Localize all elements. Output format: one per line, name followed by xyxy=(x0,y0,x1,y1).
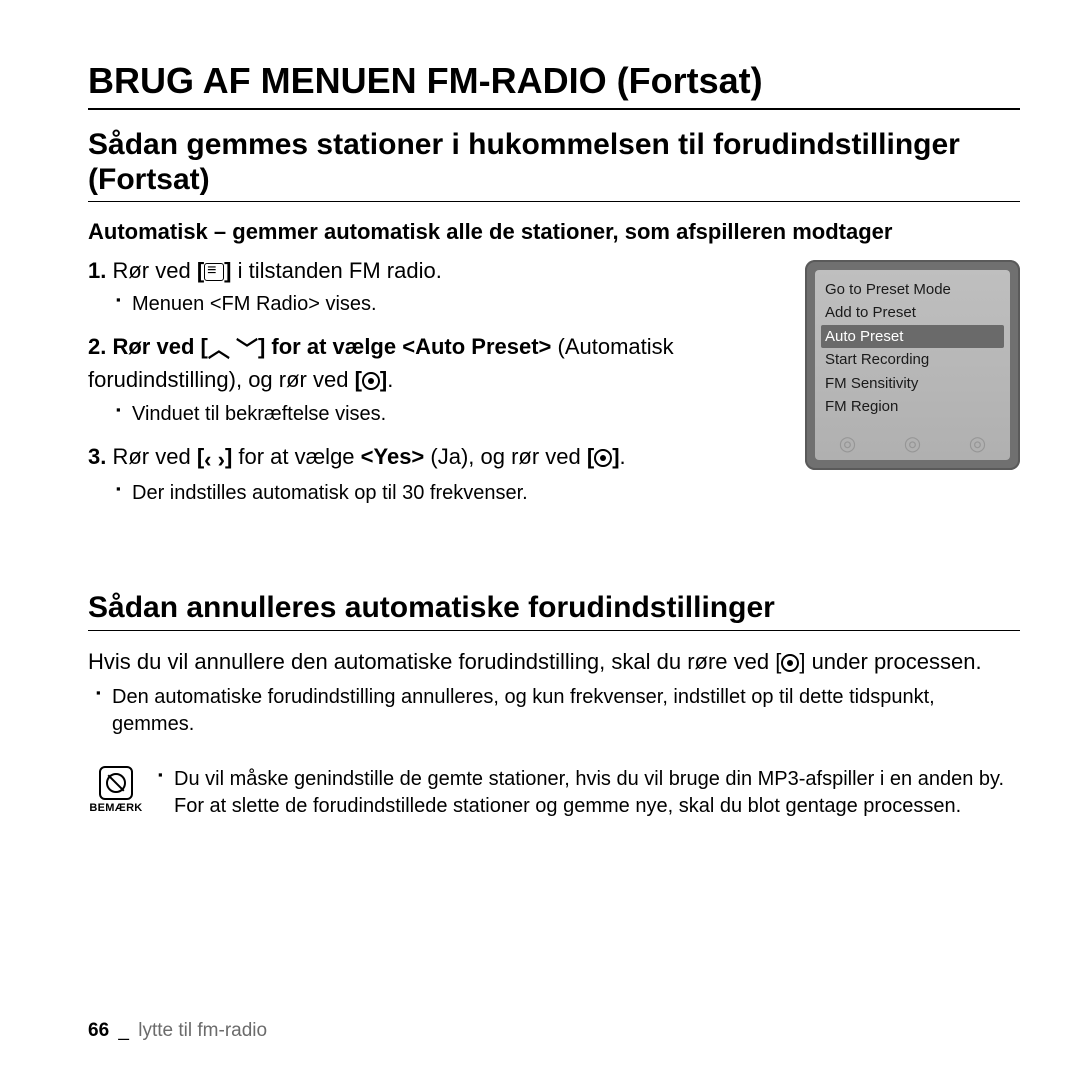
step-3-end: . xyxy=(620,444,626,469)
bracket-close-3b: ] xyxy=(612,444,619,469)
cancel-sub: Den automatiske forudindstilling annulle… xyxy=(96,684,1020,738)
footer-circle-2: ◎ xyxy=(904,431,921,456)
device-screen: Go to Preset ModeAdd to PresetAuto Prese… xyxy=(815,270,1010,460)
ok-icon-2 xyxy=(594,449,612,467)
page-title: BRUG AF MENUEN FM-RADIO (Fortsat) xyxy=(88,60,1020,110)
subhead: Automatisk – gemmer automatisk alle de s… xyxy=(88,218,1020,246)
page-number: 66 xyxy=(88,1020,109,1041)
device-menu-item: FM Region xyxy=(821,395,1004,419)
device-menu-item: Start Recording xyxy=(821,348,1004,372)
step-2-num: 2. xyxy=(88,334,106,359)
cancel-para: Hvis du vil annullere den automatiske fo… xyxy=(88,647,1020,677)
step-3-pre: Rør ved xyxy=(112,444,196,469)
step-2-sub: Vinduet til bekræftelse vises. xyxy=(116,401,783,428)
footer-sep: _ xyxy=(118,1020,129,1041)
bracket-open: [ xyxy=(197,258,204,283)
cancel-para-post: ] under processen. xyxy=(799,649,981,674)
device-footer-icons: ◎ ◎ ◎ xyxy=(815,431,1010,456)
device-menu-item: Add to Preset xyxy=(821,301,1004,325)
bracket-open-3a: [ xyxy=(197,444,204,469)
menu-icon xyxy=(204,263,224,281)
footer-circle-1: ◎ xyxy=(839,431,856,456)
step-2-plain2: . xyxy=(387,367,393,392)
step-3-num: 3. xyxy=(88,444,106,469)
step-2: 2. Rør ved [︿ ﹀] for at vælge <Auto Pres… xyxy=(88,332,783,394)
step-3-post: (Ja), og rør ved xyxy=(424,444,587,469)
section2-title: Sådan annulleres automatiske forudindsti… xyxy=(88,591,1020,631)
step-1-post: i tilstanden FM radio. xyxy=(232,258,442,283)
footer-circle-3: ◎ xyxy=(969,431,986,456)
bracket-close: ] xyxy=(224,258,231,283)
step-2-mid: ] for at vælge <Auto Preset> xyxy=(258,334,551,359)
step-1: 1. Rør ved [] i tilstanden FM radio. xyxy=(88,256,783,286)
note-icon xyxy=(99,766,133,800)
note-text: Du vil måske genindstille de gemte stati… xyxy=(158,766,1020,820)
step-2-pre: Rør ved [ xyxy=(112,334,207,359)
bracket-open-3b: [ xyxy=(587,444,594,469)
ok-icon-3 xyxy=(781,654,799,672)
bracket-open-2: [ xyxy=(355,367,362,392)
device-menu-item: Go to Preset Mode xyxy=(821,278,1004,302)
footer-crumb: lytte til fm-radio xyxy=(138,1020,267,1041)
device-menu: Go to Preset ModeAdd to PresetAuto Prese… xyxy=(821,278,1004,419)
step-3: 3. Rør ved [‹ ›] for at vælge <Yes> (Ja)… xyxy=(88,442,783,475)
step-1-num: 1. xyxy=(88,258,106,283)
up-down-icon: ︿ ﹀ xyxy=(208,335,258,365)
step-1-pre: Rør ved xyxy=(112,258,196,283)
ok-icon xyxy=(362,372,380,390)
cancel-para-pre: Hvis du vil annullere den automatiske fo… xyxy=(88,649,781,674)
device-mockup: Go to Preset ModeAdd to PresetAuto Prese… xyxy=(805,260,1020,470)
step-1-sub: Menuen <FM Radio> vises. xyxy=(116,291,783,318)
step-3-yes: <Yes> xyxy=(361,444,425,469)
step-3-mid: for at vælge xyxy=(232,444,360,469)
device-menu-item: Auto Preset xyxy=(821,325,1004,349)
page-footer: 66 _ lytte til fm-radio xyxy=(88,1020,267,1042)
steps-list: 1. Rør ved [] i tilstanden FM radio. Men… xyxy=(88,256,783,508)
step-3-sub: Der indstilles automatisk op til 30 frek… xyxy=(116,480,783,507)
note-icon-block: BEMÆRK xyxy=(88,766,144,814)
note-label: BEMÆRK xyxy=(89,802,142,814)
left-right-icon: ‹ › xyxy=(204,445,225,475)
section1-title: Sådan gemmes stationer i hukommelsen til… xyxy=(88,128,1020,202)
device-menu-item: FM Sensitivity xyxy=(821,372,1004,396)
